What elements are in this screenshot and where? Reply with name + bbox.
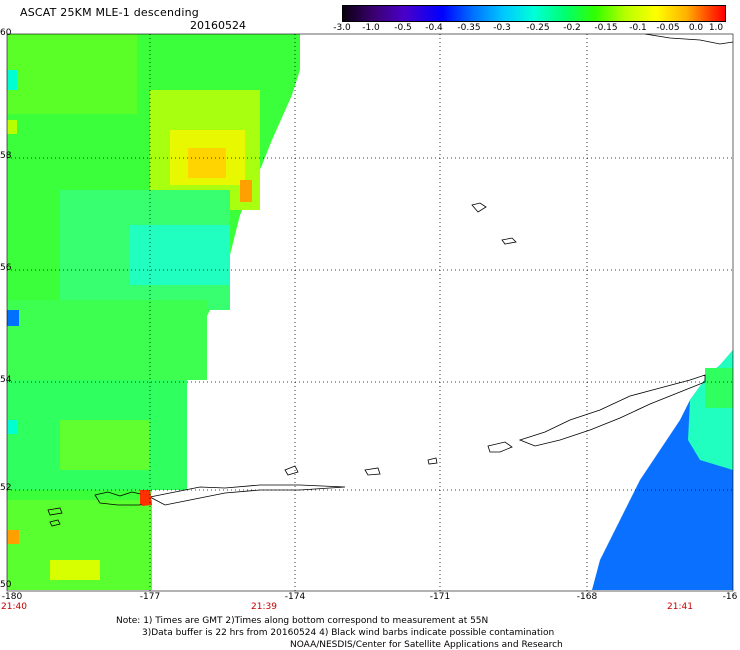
lat-label: 58 [0, 151, 12, 161]
colorbar-tick: -0.05 [656, 23, 680, 33]
time-label-left: 21:40 [1, 602, 27, 612]
lat-label: 56 [0, 263, 12, 273]
lon-label: -16 [722, 592, 738, 602]
alaska-coast-top [644, 34, 733, 45]
pribilof-island-1 [471, 202, 487, 213]
colorbar-tick: -0.5 [394, 23, 412, 33]
colorbar-tick: 1.0 [708, 23, 724, 33]
time-label-right: 21:41 [667, 602, 693, 612]
red-island-patch [140, 490, 152, 506]
aleutian-chain-mid [148, 484, 346, 506]
colorbar-tick: -0.35 [457, 23, 481, 33]
grid [7, 34, 733, 591]
colorbar-tick: -0.3 [493, 23, 511, 33]
aleutian-island-1 [284, 465, 299, 476]
map-title: ASCAT 25KM MLE-1 descending [20, 6, 199, 19]
lon-label: -180 [1, 592, 23, 602]
colorbar-tick: -0.4 [425, 23, 443, 33]
aleutian-island-2 [364, 467, 381, 476]
west-islands [47, 507, 63, 527]
lat-label: 52 [0, 483, 12, 493]
lat-label: 54 [0, 375, 12, 385]
map-date: 20160524 [190, 19, 246, 32]
colorbar-labels: -3.0 -1.0 -0.5 -0.4 -0.35 -0.3 -0.25 -0.… [333, 23, 726, 35]
colorbar-tick: -1.0 [362, 23, 380, 33]
time-label-middle: 21:39 [251, 602, 277, 612]
lat-label: 60 [0, 28, 12, 38]
colorbar-tick: -0.15 [594, 23, 618, 33]
lon-label: -177 [139, 592, 161, 602]
colorbar-tick: -0.2 [563, 23, 581, 33]
right-swath-green-patch [705, 368, 733, 408]
colorbar-tick: -0.1 [629, 23, 647, 33]
lon-label: -168 [576, 592, 598, 602]
pribilof-island-2 [501, 237, 517, 245]
colorbar [342, 5, 726, 22]
note-line-3: NOAA/NESDIS/Center for Satellite Applica… [290, 640, 563, 650]
colorbar-tick: 0.0 [688, 23, 704, 33]
plot-frame [6, 33, 734, 592]
lon-label: -171 [429, 592, 451, 602]
colorbar-tick: -3.0 [333, 23, 351, 33]
colorbar-tick: -0.25 [526, 23, 550, 33]
note-line-1: Note: 1) Times are GMT 2)Times along bot… [116, 616, 489, 626]
coastlines [47, 34, 733, 527]
aleutian-chain-east [518, 374, 706, 447]
lat-label: 50 [0, 580, 12, 590]
lon-label: -174 [284, 592, 306, 602]
aleutian-island-4 [487, 441, 513, 453]
aleutian-island-3 [427, 457, 438, 465]
note-line-2: 3)Data buffer is 22 hrs from 20160524 4)… [142, 628, 555, 638]
left-swath-texture [7, 34, 260, 590]
